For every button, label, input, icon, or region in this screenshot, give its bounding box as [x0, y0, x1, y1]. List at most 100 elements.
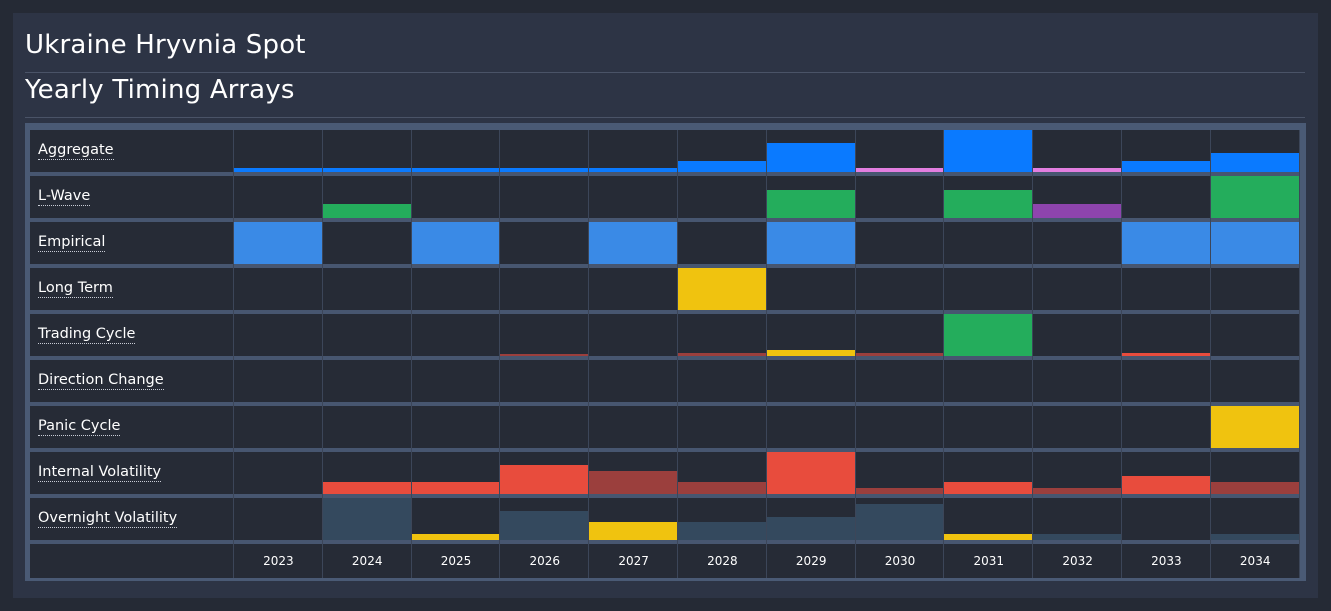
cell-bar — [855, 168, 945, 172]
cell-bar — [766, 222, 856, 264]
row-separator — [30, 540, 1300, 544]
cell-bar — [855, 488, 945, 494]
column-gridline — [1032, 130, 1034, 578]
cell-bar — [766, 517, 856, 540]
year-tick-label: 2028 — [707, 554, 738, 568]
row-separator — [30, 264, 1300, 268]
cell-bar — [1122, 161, 1211, 172]
subtitle-divider — [25, 117, 1305, 118]
column-gridline — [410, 130, 412, 578]
title-divider — [25, 72, 1305, 73]
column-gridline — [854, 130, 856, 578]
column-gridline — [1121, 130, 1122, 578]
year-tick-label: 2026 — [529, 554, 561, 568]
cell-bar — [766, 190, 856, 218]
cell-bar — [1210, 482, 1300, 494]
cell-bar — [1210, 406, 1300, 448]
column-gridline — [1209, 130, 1211, 578]
row-separator — [30, 172, 1300, 176]
year-tick-label: 2030 — [884, 554, 916, 568]
array-row — [30, 268, 1300, 310]
column-gridline — [943, 130, 945, 578]
cell-bar — [766, 350, 856, 356]
column-gridline — [233, 130, 234, 578]
column-gridline — [765, 130, 767, 578]
row-label[interactable]: L-Wave — [38, 188, 91, 206]
cell-bar — [1033, 534, 1122, 540]
cell-bar — [678, 482, 767, 494]
cell-bar — [1210, 176, 1300, 218]
year-tick-label: 2031 — [973, 554, 1005, 568]
column-gridline — [1298, 130, 1300, 578]
page-title: Ukraine Hryvnia Spot — [25, 30, 306, 60]
cell-bar — [500, 354, 590, 356]
cell-bar — [678, 161, 767, 172]
cell-bar — [944, 130, 1034, 172]
year-tick-label: 2032 — [1062, 554, 1093, 568]
column-gridline — [499, 130, 501, 578]
cell-bar — [678, 353, 767, 356]
cell-bar — [234, 168, 323, 172]
cell-bar — [1210, 153, 1300, 172]
column-gridline — [677, 130, 678, 578]
row-separator — [30, 310, 1300, 314]
cell-bar — [500, 465, 590, 494]
cell-bar — [589, 471, 678, 494]
cell-bar — [1033, 168, 1122, 172]
cell-bar — [322, 482, 412, 494]
cell-bar — [500, 511, 590, 540]
row-label[interactable]: Aggregate — [38, 142, 114, 160]
cell-bar — [766, 452, 856, 494]
row-label[interactable]: Long Term — [38, 280, 113, 298]
cell-bar — [411, 168, 501, 172]
cell-bar — [1033, 488, 1122, 494]
cell-bar — [944, 482, 1034, 494]
cell-bar — [944, 314, 1034, 356]
row-separator — [30, 402, 1300, 406]
timing-array-grid: Aggregate L-Wave Empirical Long Term Trading… — [30, 130, 1300, 578]
cell-bar — [1122, 222, 1211, 264]
cell-bar — [322, 498, 412, 540]
cell-bar — [1210, 534, 1300, 540]
row-label[interactable]: Internal Volatility — [38, 464, 162, 482]
year-tick-label: 2029 — [795, 554, 827, 568]
row-label[interactable]: Panic Cycle — [38, 418, 121, 436]
cell-bar — [944, 534, 1034, 540]
cell-bar — [766, 143, 856, 172]
chart-subtitle: Yearly Timing Arrays — [25, 75, 295, 105]
year-tick-label: 2025 — [440, 554, 472, 568]
cell-bar — [855, 504, 945, 540]
year-tick-label: 2024 — [351, 554, 383, 568]
cell-bar — [411, 222, 501, 264]
cell-bar — [322, 204, 412, 218]
row-separator — [30, 356, 1300, 360]
cell-bar — [589, 522, 678, 540]
cell-bar — [589, 168, 678, 172]
cell-bar — [1033, 204, 1122, 218]
year-tick-label: 2023 — [263, 554, 294, 568]
cell-bar — [1210, 222, 1300, 264]
year-tick-label: 2033 — [1151, 554, 1182, 568]
column-gridline — [588, 130, 590, 578]
array-row — [30, 360, 1300, 402]
cell-bar — [1122, 476, 1211, 494]
cell-bar — [678, 268, 767, 310]
year-tick-label: 2034 — [1239, 554, 1271, 568]
cell-bar — [500, 168, 590, 172]
row-label[interactable]: Overnight Volatility — [38, 510, 178, 528]
cell-bar — [1122, 353, 1211, 356]
row-label[interactable]: Direction Change — [38, 372, 164, 390]
array-row — [30, 314, 1300, 356]
chart-panel: Ukraine Hryvnia Spot Yearly Timing Array… — [13, 13, 1318, 598]
row-label[interactable]: Empirical — [38, 234, 106, 252]
cell-bar — [855, 353, 945, 356]
array-row — [30, 406, 1300, 448]
cell-bar — [411, 534, 501, 540]
cell-bar — [944, 190, 1034, 218]
row-label[interactable]: Trading Cycle — [38, 326, 136, 344]
row-separator — [30, 494, 1300, 498]
column-gridline — [321, 130, 323, 578]
row-separator — [30, 448, 1300, 452]
cell-bar — [411, 482, 501, 494]
year-tick-label: 2027 — [618, 554, 649, 568]
